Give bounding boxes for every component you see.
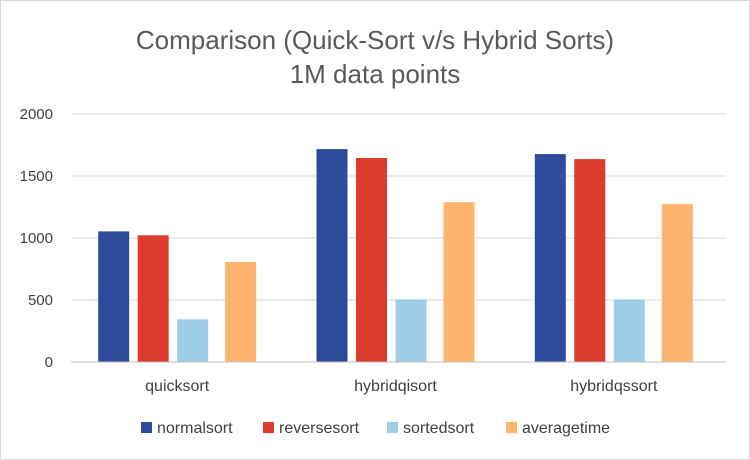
y-axis-tick-labels: 0 500 1000 1500 2000 — [20, 106, 53, 371]
legend-item-reversesort: reversesort — [263, 420, 360, 437]
legend-swatch — [141, 422, 152, 433]
legend-item-sortedsort: sortedsort — [387, 420, 475, 437]
y-tick-label: 0 — [45, 354, 53, 371]
legend-item-averagetime: averagetime — [506, 420, 610, 437]
bar-reversesort-quicksort — [137, 235, 169, 362]
legend-label: normalsort — [157, 420, 233, 437]
x-category-label: hybridqssort — [570, 378, 658, 395]
y-tick-label: 1500 — [20, 168, 53, 185]
bar-sortedsort-hybridqssort — [613, 299, 645, 362]
y-tick-label: 500 — [28, 292, 53, 309]
bar-reversesort-hybridqisort — [356, 158, 387, 362]
bar-averagetime-hybridqisort — [443, 202, 475, 362]
legend-label: reversesort — [279, 420, 360, 437]
legend: normalsort reversesort sortedsort averageti… — [141, 420, 610, 437]
x-category-label: quicksort — [145, 378, 210, 395]
gridlines — [71, 113, 726, 301]
legend-swatch — [387, 422, 398, 433]
bar-averagetime-quicksort — [225, 261, 257, 362]
bar-averagetime-hybridqssort — [661, 204, 693, 362]
y-tick-label: 2000 — [20, 106, 53, 123]
bars — [98, 149, 693, 362]
y-tick-label: 1000 — [20, 230, 53, 247]
x-category-label: hybridqisort — [354, 378, 437, 395]
bar-normalsort-hybridqisort — [316, 149, 348, 362]
legend-swatch — [263, 422, 274, 433]
legend-item-normalsort: normalsort — [141, 420, 233, 437]
bar-normalsort-quicksort — [98, 231, 130, 362]
bar-normalsort-hybridqssort — [534, 154, 566, 362]
legend-label: averagetime — [522, 420, 610, 437]
chart-title-line-1: Comparison (Quick-Sort v/s Hybrid Sorts) — [136, 25, 614, 55]
legend-swatch — [506, 422, 517, 433]
bar-sortedsort-quicksort — [177, 319, 209, 362]
bar-sortedsort-hybridqisort — [395, 299, 427, 362]
x-axis-category-labels: quicksort hybridqisort hybridqssort — [145, 378, 658, 395]
bar-reversesort-hybridqssort — [574, 159, 606, 362]
legend-label: sortedsort — [403, 420, 475, 437]
chart-title-line-2: 1M data points — [290, 59, 461, 89]
